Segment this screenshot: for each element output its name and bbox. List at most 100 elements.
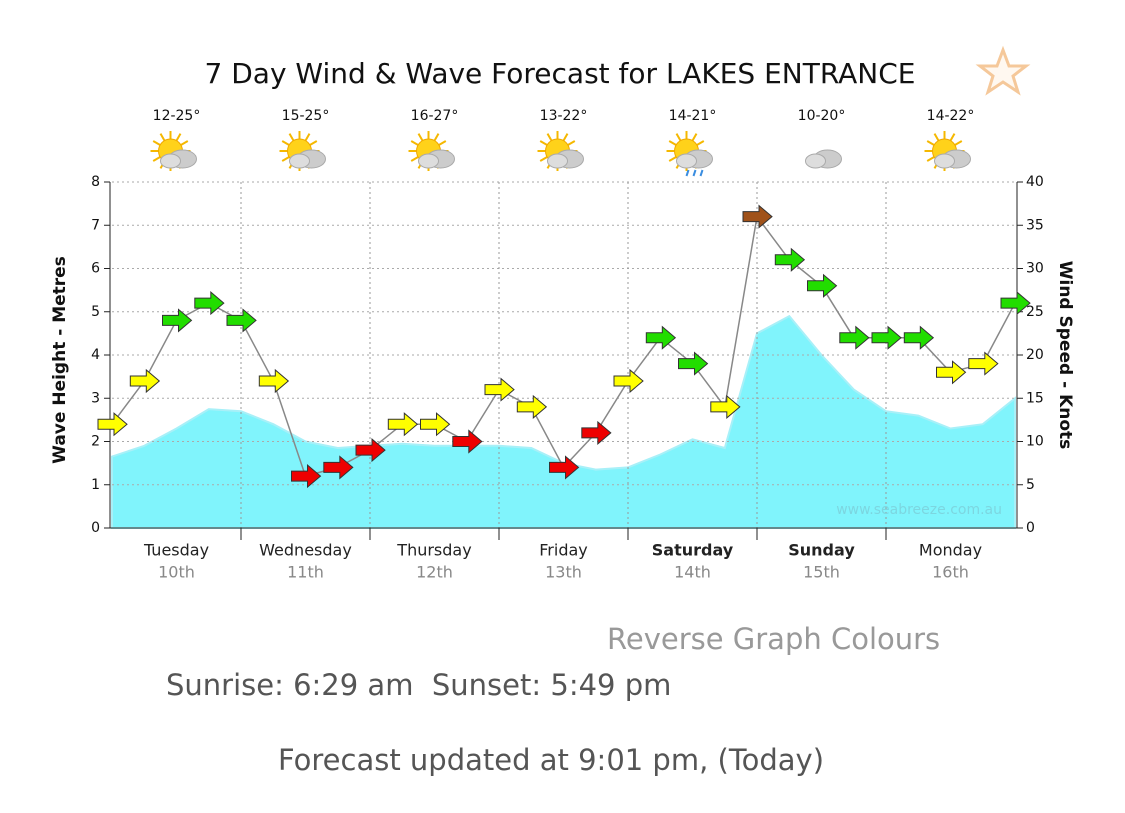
x-tick-date: 15th: [803, 563, 840, 582]
temperature: 10-20°: [798, 108, 846, 124]
wind-arrow: [581, 420, 612, 445]
cloud: [547, 153, 568, 169]
y-tick-label: 2: [91, 434, 100, 450]
weather-icon: [924, 131, 971, 171]
sun-ray: [175, 133, 182, 142]
wind-arrow: [355, 438, 386, 463]
wind-arrow: [1000, 291, 1031, 316]
weather-icon: [279, 131, 326, 171]
temperature: 12-25°: [153, 108, 201, 124]
sun-ray: [281, 156, 290, 162]
y2-tick-label: 10: [1026, 434, 1044, 450]
temperature: 15-25°: [282, 108, 330, 124]
sun-ray: [433, 133, 440, 142]
y2-tick-label: 35: [1026, 217, 1044, 233]
cloud: [805, 153, 826, 169]
y2-tick-label: 25: [1026, 304, 1044, 320]
wind-arrow: [678, 351, 709, 376]
y-tick-label: 6: [91, 261, 100, 277]
wind-arrow: [258, 368, 290, 394]
temperature: 14-21°: [669, 108, 717, 124]
weather-icon: [537, 131, 584, 171]
weather-icon: [666, 131, 713, 177]
x-tick-date: 13th: [545, 563, 582, 582]
rain-drop: [685, 169, 690, 177]
chart-title: 7 Day Wind & Wave Forecast for LAKES ENT…: [205, 57, 916, 90]
y2-tick-label: 0: [1026, 520, 1035, 536]
wave-area: [111, 314, 1016, 529]
wind-arrow: [807, 273, 838, 298]
sun-ray: [309, 140, 318, 146]
cloud: [676, 153, 697, 169]
x-tick-label: Thursday: [396, 541, 471, 560]
sun-ray: [180, 140, 189, 146]
wind-arrow: [871, 325, 902, 350]
cloud: [289, 153, 310, 169]
y-tick-label: 7: [91, 217, 100, 233]
x-tick-date: 14th: [674, 563, 711, 582]
sun-ray: [410, 140, 419, 146]
temperature: 14-22°: [927, 108, 975, 124]
wind-arrow: [774, 247, 806, 272]
cloud: [934, 153, 955, 169]
sun-ray: [675, 133, 682, 142]
x-tick-label: Wednesday: [259, 541, 352, 560]
y-tick-label: 8: [91, 174, 100, 190]
wind-arrow: [742, 204, 773, 229]
weather-icon: [408, 131, 455, 171]
sun-ray: [691, 133, 698, 142]
wind-arrow: [710, 394, 741, 419]
y-tick-label: 5: [91, 304, 100, 320]
wind-arrow: [97, 412, 128, 437]
x-tick-label: Sunday: [788, 541, 855, 560]
chart: 7 Day Wind & Wave Forecast for LAKES ENT…: [50, 45, 1075, 582]
sun-ray: [949, 133, 956, 142]
sun-ray: [438, 140, 447, 146]
x-tick-date: 11th: [287, 563, 324, 582]
wind-arrow: [968, 351, 999, 376]
wind-arrow: [936, 360, 967, 385]
reverse-colours-link[interactable]: Reverse Graph Colours: [607, 622, 941, 656]
temperature: 13-22°: [540, 108, 588, 124]
sun-ray: [539, 140, 548, 146]
y-tick-label: 1: [91, 477, 100, 493]
y2-tick-label: 20: [1026, 347, 1044, 363]
y-tick-label: 4: [91, 347, 100, 363]
sun-ray: [668, 156, 677, 162]
sun-ray: [539, 156, 548, 162]
sun-ray: [546, 133, 553, 142]
sun-ray: [696, 140, 705, 146]
sun-ray: [152, 156, 161, 162]
wind-arrow: [420, 412, 451, 437]
sun-ray: [954, 140, 963, 146]
temperature: 16-27°: [411, 108, 459, 124]
cloud: [160, 153, 181, 169]
sun-ray: [417, 133, 424, 142]
sun-ray: [159, 133, 166, 142]
wind-arrow: [323, 455, 354, 480]
y-tick-label: 3: [91, 390, 100, 406]
y2-tick-label: 30: [1026, 261, 1044, 277]
wind-arrow: [613, 368, 644, 394]
y2-tick-label: 40: [1026, 174, 1044, 190]
wind-arrow: [903, 325, 935, 350]
x-tick-date: 10th: [158, 563, 195, 582]
watermark: www.seabreeze.com.au: [836, 502, 1002, 518]
wind-arrow: [516, 394, 548, 419]
y-tick-label: 0: [91, 520, 100, 536]
x-tick-date: 16th: [932, 563, 969, 582]
rain-drop: [692, 169, 697, 177]
rain-drop: [699, 169, 704, 177]
wind-arrow: [452, 429, 483, 454]
favourite-star[interactable]: [975, 45, 1031, 96]
sun-ray: [668, 140, 677, 146]
x-tick-label: Tuesday: [143, 541, 209, 560]
cloud: [418, 153, 439, 169]
wind-arrow: [387, 412, 419, 437]
x-tick-label: Monday: [919, 541, 982, 560]
x-tick-date: 12th: [416, 563, 453, 582]
sun-ray: [562, 133, 569, 142]
sun-ray: [288, 133, 295, 142]
y2-tick-label: 15: [1026, 390, 1044, 406]
